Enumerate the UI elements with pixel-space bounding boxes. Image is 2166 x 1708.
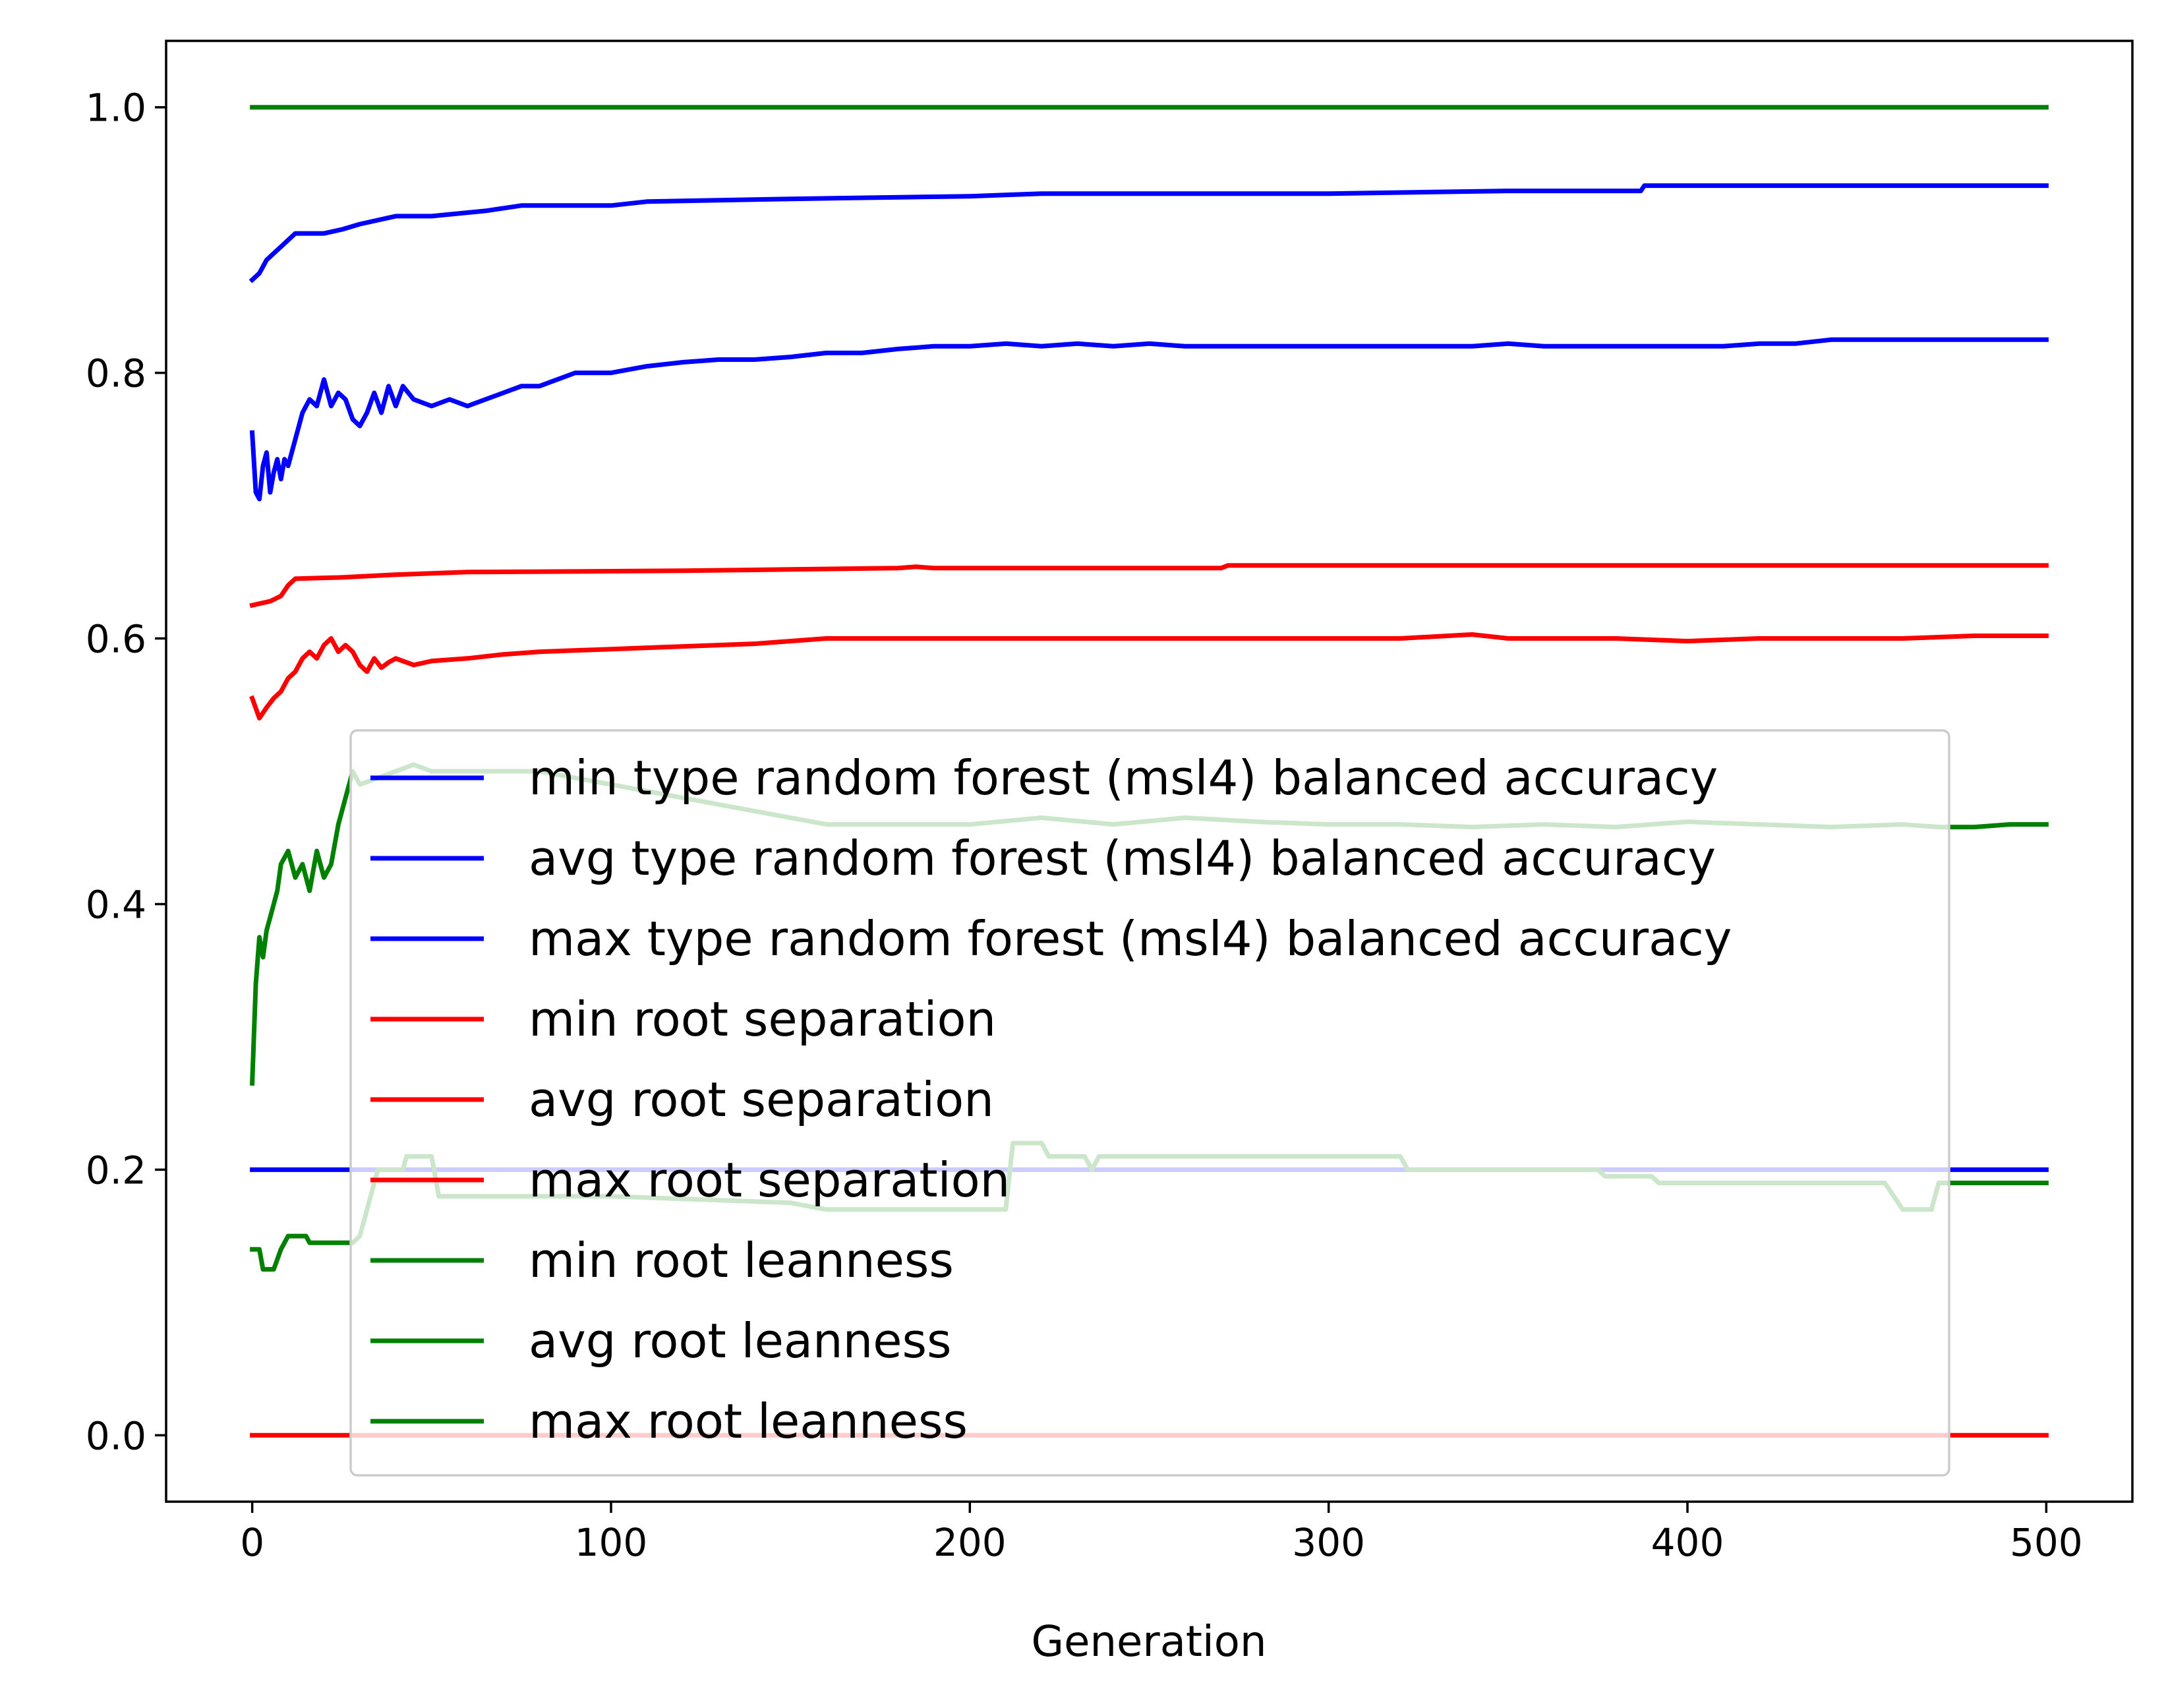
legend: min type random forest (msl4) balanced a…	[349, 729, 1950, 1477]
y-tick-label: 0.8	[86, 351, 146, 396]
legend-label-8: max root leanness	[529, 1394, 968, 1449]
series-line-1	[249, 337, 2049, 502]
legend-label-2: max type random forest (msl4) balanced a…	[529, 911, 1732, 966]
x-axis-label: Generation	[1031, 1618, 1266, 1666]
legend-label-6: min root leanness	[529, 1233, 954, 1288]
x-tick-label: 100	[575, 1520, 648, 1565]
x-tick-label: 500	[2010, 1520, 2083, 1565]
series-line-4	[249, 632, 2049, 721]
legend-label-7: avg root leanness	[529, 1313, 952, 1369]
x-tick-label: 0	[240, 1520, 264, 1565]
x-tick-label: 400	[1651, 1520, 1724, 1565]
x-tick-label: 200	[933, 1520, 1007, 1565]
series-line-5	[249, 563, 2049, 608]
legend-label-4: avg root separation	[529, 1072, 994, 1127]
y-tick-label: 1.0	[86, 86, 146, 131]
y-tick-label: 0.4	[86, 882, 146, 927]
y-tick-label: 0.6	[86, 617, 146, 662]
x-tick-label: 300	[1292, 1520, 1365, 1565]
legend-label-3: min root separation	[529, 991, 996, 1047]
series-line-2	[249, 183, 2049, 283]
y-tick-label: 0.2	[86, 1148, 146, 1193]
legend-label-0: min type random forest (msl4) balanced a…	[529, 750, 1718, 806]
plot-frame	[165, 40, 2134, 1503]
ticks-layer: 0 100 200 300 400 500 0.0 0.2 0.4 0.6 0.8 1.0	[86, 86, 2083, 1565]
y-tick-label: 0.0	[86, 1413, 146, 1458]
legend-label-1: avg type random forest (msl4) balanced a…	[529, 831, 1716, 886]
legend-label-5: max root separation	[529, 1152, 1010, 1208]
legend-frame	[349, 729, 1950, 1477]
